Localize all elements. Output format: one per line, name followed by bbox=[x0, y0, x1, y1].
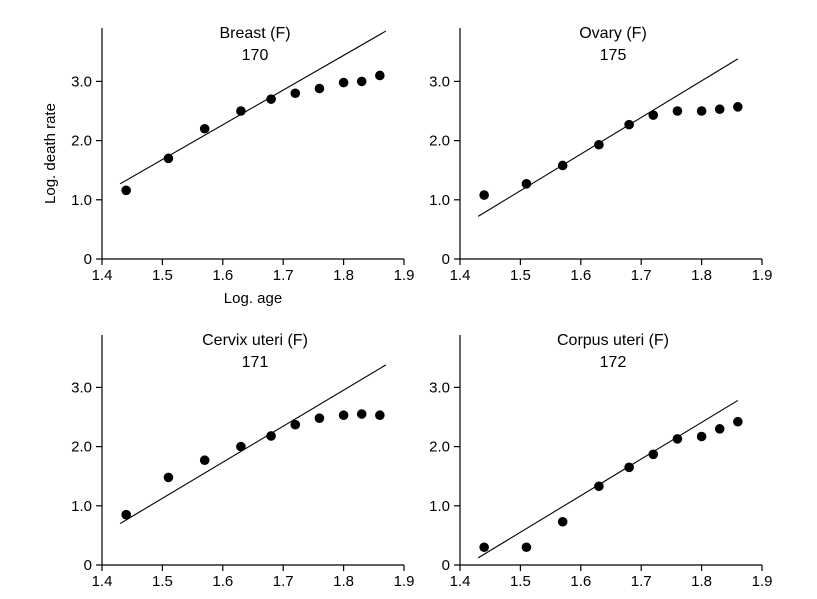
data-point bbox=[356, 76, 367, 87]
data-point bbox=[648, 110, 659, 120]
y-tick-label: 3.0 bbox=[71, 73, 92, 90]
data-point bbox=[199, 123, 210, 134]
y-tick-label: 1.0 bbox=[71, 498, 92, 515]
x-tick-label: 1.4 bbox=[92, 267, 113, 284]
data-point bbox=[696, 431, 707, 442]
x-tick-label: 1.7 bbox=[273, 267, 294, 284]
data-point bbox=[163, 153, 174, 164]
data-point bbox=[375, 410, 385, 421]
data-point bbox=[338, 410, 349, 421]
data-point bbox=[266, 431, 276, 441]
data-point bbox=[672, 434, 683, 444]
panel-2: 1.4 1.5 1.6 1.7 1.8 1.9 0 1.0 2.0 3.0 Ovary (F) 175 bbox=[429, 25, 772, 284]
x-tick-label: 1.7 bbox=[631, 573, 652, 590]
panel-subtitle: 172 bbox=[600, 354, 627, 371]
x-axis-title: Log. age bbox=[224, 290, 282, 307]
x-tick-label: 1.5 bbox=[510, 267, 531, 284]
data-point bbox=[714, 104, 725, 115]
y-tick-label: 0 bbox=[442, 251, 450, 268]
x-tick-label: 1.4 bbox=[92, 573, 113, 590]
x-tick-label: 1.9 bbox=[752, 573, 773, 590]
x-tick-label: 1.6 bbox=[570, 267, 591, 284]
fit-line bbox=[119, 364, 387, 525]
x-tick-label: 1.6 bbox=[212, 267, 233, 284]
y-tick-label: 0 bbox=[84, 251, 92, 268]
data-point bbox=[672, 106, 683, 116]
x-tick-label: 1.8 bbox=[691, 267, 712, 284]
data-point bbox=[521, 542, 532, 553]
data-point bbox=[338, 77, 349, 88]
x-tick-label: 1.8 bbox=[333, 573, 354, 590]
data-point bbox=[121, 509, 131, 520]
panel-3: 1.4 1.5 1.6 1.7 1.8 1.9 0 1.0 2.0 3.0 Cervix uteri… bbox=[71, 332, 414, 590]
x-tick-label: 1.9 bbox=[394, 267, 415, 284]
data-point bbox=[163, 472, 174, 483]
x-tick-label: 1.5 bbox=[510, 573, 531, 590]
data-point bbox=[290, 88, 301, 99]
y-tick-label: 2.0 bbox=[71, 439, 92, 456]
data-point bbox=[356, 409, 367, 419]
y-tick-label: 0 bbox=[84, 557, 92, 574]
y-tick-label: 1.0 bbox=[71, 192, 92, 209]
data-point bbox=[479, 190, 489, 200]
panel-subtitle: 170 bbox=[242, 47, 269, 64]
panel-4: 1.4 1.5 1.6 1.7 1.8 1.9 0 1.0 2.0 3.0 Corpus uteri… bbox=[429, 332, 772, 590]
data-point bbox=[557, 160, 568, 171]
data-point bbox=[696, 106, 707, 116]
fit-line bbox=[477, 399, 739, 559]
panel-title: Corpus uteri (F) bbox=[557, 332, 669, 349]
data-point bbox=[266, 94, 276, 104]
x-tick-label: 1.7 bbox=[631, 267, 652, 284]
y-tick-label: 2.0 bbox=[71, 133, 92, 150]
data-point bbox=[314, 83, 325, 94]
data-point bbox=[199, 455, 210, 466]
data-point bbox=[236, 106, 246, 116]
x-tick-label: 1.7 bbox=[273, 573, 294, 590]
panel-subtitle: 171 bbox=[242, 354, 269, 371]
data-point bbox=[624, 119, 634, 130]
x-tick-label: 1.9 bbox=[752, 267, 773, 284]
data-point bbox=[594, 481, 604, 492]
x-tick-label: 1.8 bbox=[691, 573, 712, 590]
data-point bbox=[375, 70, 385, 81]
data-point bbox=[314, 413, 325, 423]
x-tick-label: 1.4 bbox=[450, 267, 471, 284]
data-point bbox=[121, 185, 131, 196]
x-tick-label: 1.8 bbox=[333, 267, 354, 284]
x-tick-label: 1.6 bbox=[570, 573, 591, 590]
x-tick-label: 1.4 bbox=[450, 573, 471, 590]
data-point bbox=[594, 139, 604, 150]
data-point bbox=[733, 102, 743, 112]
y-tick-label: 2.0 bbox=[429, 439, 450, 456]
data-point bbox=[733, 416, 743, 427]
x-tick-label: 1.5 bbox=[152, 573, 173, 590]
x-tick-label: 1.6 bbox=[212, 573, 233, 590]
x-tick-label: 1.5 bbox=[152, 267, 173, 284]
y-tick-label: 1.0 bbox=[429, 498, 450, 515]
y-tick-label: 3.0 bbox=[429, 379, 450, 396]
y-tick-label: 1.0 bbox=[429, 192, 450, 209]
panel-title: Cervix uteri (F) bbox=[202, 332, 308, 349]
y-tick-label: 3.0 bbox=[71, 379, 92, 396]
panel-title: Ovary (F) bbox=[579, 25, 647, 42]
data-point bbox=[714, 424, 725, 434]
panel-1: 1.4 1.5 1.6 1.7 1.8 1.9 0 1.0 2.0 3.0 Breast (F) 17… bbox=[42, 25, 414, 307]
y-tick-label: 3.0 bbox=[429, 73, 450, 90]
data-point bbox=[557, 516, 568, 527]
fit-line bbox=[477, 58, 739, 217]
data-point bbox=[624, 462, 634, 473]
data-point bbox=[236, 441, 246, 452]
panel-title: Breast (F) bbox=[219, 25, 290, 42]
data-point bbox=[521, 179, 532, 189]
data-point bbox=[479, 542, 489, 553]
y-tick-label: 2.0 bbox=[429, 133, 450, 150]
data-point bbox=[290, 419, 301, 430]
y-tick-label: 0 bbox=[442, 557, 450, 574]
x-tick-label: 1.9 bbox=[394, 573, 415, 590]
panel-subtitle: 175 bbox=[600, 47, 627, 64]
y-axis-title: Log. death rate bbox=[42, 103, 59, 204]
data-point bbox=[648, 449, 659, 460]
